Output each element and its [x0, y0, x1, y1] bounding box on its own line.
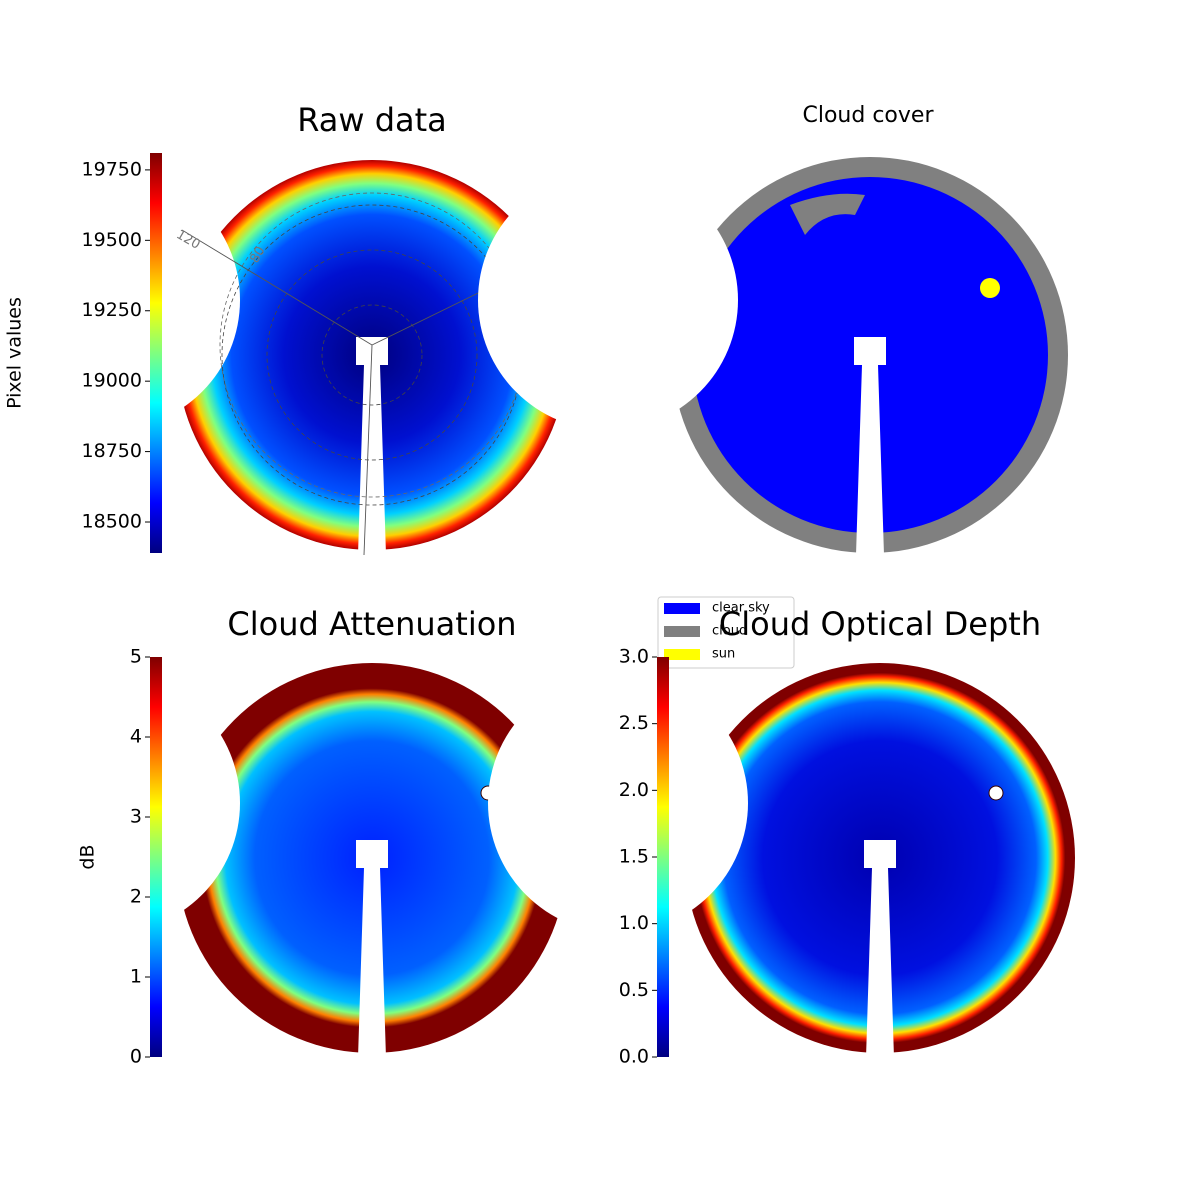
grid-circle [321, 304, 423, 406]
panel-title: Raw data [297, 101, 447, 139]
colorbar-tick-label: 0 [130, 1046, 142, 1068]
colorbar-tick-label: 19750 [82, 158, 142, 180]
colorbar-tick-label: 0.0 [619, 1046, 649, 1068]
horizon-mask [0, 673, 240, 933]
colorbar-tick-label: 1.5 [619, 846, 649, 868]
colorbar-tick-label: 5 [130, 646, 142, 668]
sun-spot [988, 785, 1004, 801]
legend-label: cloud [712, 624, 747, 639]
legend-swatch [664, 649, 700, 660]
colorbar [150, 657, 162, 1057]
legend-label: sun [712, 647, 735, 662]
colorbar-tick-label: 1.0 [619, 912, 649, 934]
horizon-mask [0, 170, 240, 430]
panel: Cloud Optical Depth 0.0 0.5 1.0 1.5 2.0 2.5 3.0 [488, 605, 1075, 1068]
colorbar-tick-label: 4 [130, 726, 142, 748]
panel: Cloud Attenuation 0 1 2 3 4 5 dB [0, 605, 567, 1068]
colorbar [150, 153, 162, 553]
azimuth-label: 80 [247, 244, 268, 266]
mast-mask [854, 337, 886, 555]
horizon-mask [488, 673, 748, 933]
horizon-mask [478, 170, 738, 430]
panel: clear sky cloud sun Cloud cover [478, 103, 1068, 669]
colorbar-label: Pixel values [4, 297, 26, 409]
cloud-patch [790, 193, 865, 235]
panel-title: Cloud Optical Depth [719, 605, 1041, 643]
colorbar-tick-label: 3.0 [619, 646, 649, 668]
colorbar-label: dB [77, 844, 99, 869]
colorbar-tick-label: 2.5 [619, 712, 649, 734]
colorbar-tick-label: 3 [130, 806, 142, 828]
colorbar-tick-label: 18750 [82, 440, 142, 462]
panel: 12080240Raw data185001875019000192501950… [0, 101, 573, 556]
grid-circle [266, 249, 478, 461]
colorbar-tick-label: 19500 [82, 229, 142, 251]
mast-mask [356, 840, 388, 1058]
colorbar-tick-label: 18500 [82, 511, 142, 533]
colorbar-tick-label: 1 [130, 966, 142, 988]
colorbar-tick-label: 0.5 [619, 979, 649, 1001]
sun-disk [980, 278, 1000, 298]
colorbar-tick-label: 2.0 [619, 779, 649, 801]
legend-label: clear sky [712, 601, 770, 616]
legend-swatch [664, 603, 700, 614]
panel-title: Cloud Attenuation [227, 605, 516, 643]
colorbar-tick-label: 19000 [82, 370, 142, 392]
panel-title: Cloud cover [803, 103, 935, 128]
mast-mask [864, 840, 896, 1058]
colorbar-tick-label: 2 [130, 886, 142, 908]
mast-mask [356, 337, 388, 555]
colorbar-tick-label: 19250 [82, 299, 142, 321]
colorbar [657, 657, 669, 1057]
legend-swatch [664, 626, 700, 637]
